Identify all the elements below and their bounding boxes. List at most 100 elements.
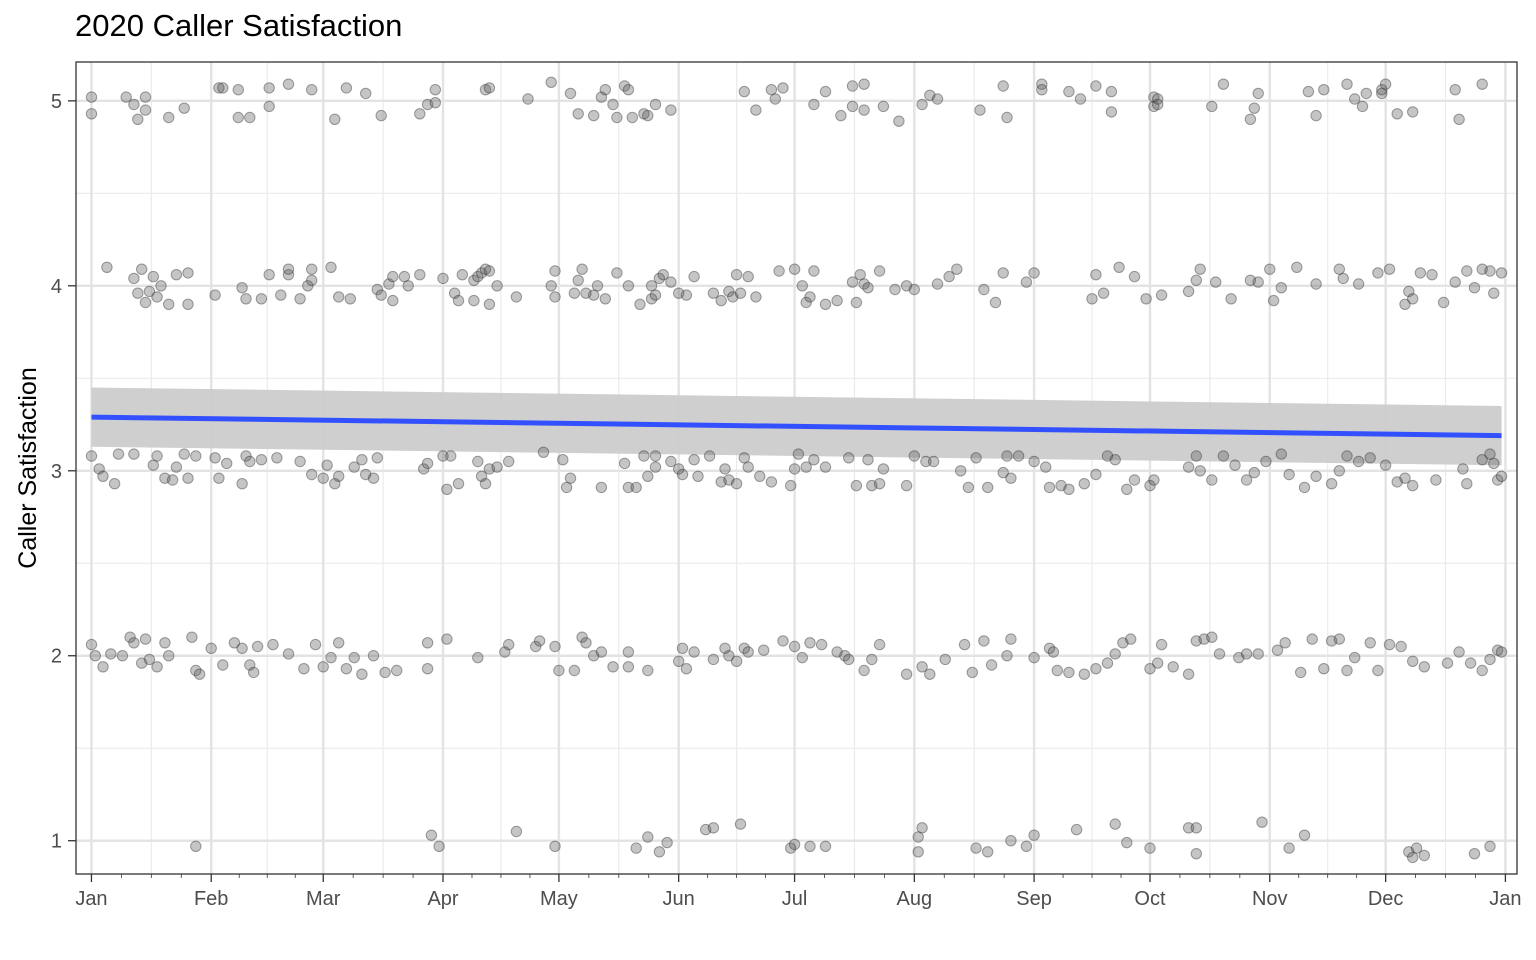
data-point xyxy=(700,823,712,836)
data-point xyxy=(263,82,275,94)
data-point xyxy=(788,263,801,275)
data-point xyxy=(1410,842,1423,854)
x-axis: Jan Feb Mar Apr May Jun Jul Aug Sep Oct Nov Dec Jan xyxy=(75,874,1522,910)
x-tick-label: Apr xyxy=(427,888,458,910)
data-point xyxy=(1206,631,1218,643)
data-point xyxy=(479,263,492,275)
data-point xyxy=(479,84,492,96)
data-point xyxy=(472,651,484,664)
data-point xyxy=(1117,637,1129,649)
data-point xyxy=(182,298,194,310)
data-point xyxy=(375,109,387,122)
data-point xyxy=(452,294,465,307)
data-point xyxy=(93,463,105,475)
data-point xyxy=(1484,840,1496,852)
data-point xyxy=(475,267,488,279)
data-point xyxy=(924,89,936,102)
data-point xyxy=(333,470,345,482)
data-point xyxy=(321,459,333,471)
data-point xyxy=(120,91,132,103)
data-point xyxy=(642,109,654,122)
data-point xyxy=(1190,274,1203,286)
data-point xyxy=(1028,455,1040,468)
data-point xyxy=(638,450,650,462)
data-point xyxy=(1109,454,1121,466)
data-point xyxy=(1333,633,1346,645)
data-point xyxy=(785,479,797,492)
data-point xyxy=(588,289,600,301)
data-point xyxy=(1063,666,1075,679)
data-point xyxy=(418,463,430,475)
data-point xyxy=(1418,661,1431,673)
data-point xyxy=(877,100,890,113)
data-point xyxy=(1325,635,1338,647)
data-point xyxy=(85,450,98,462)
data-point xyxy=(1333,465,1346,477)
data-point xyxy=(626,111,638,124)
data-point xyxy=(719,463,731,475)
data-point xyxy=(510,291,523,303)
data-point xyxy=(1403,285,1415,298)
data-point xyxy=(607,661,619,673)
data-point xyxy=(1464,657,1477,669)
data-point xyxy=(472,270,484,283)
data-point xyxy=(244,659,256,671)
data-point xyxy=(166,474,179,486)
data-point xyxy=(1182,668,1195,680)
data-point xyxy=(1090,468,1102,481)
data-point xyxy=(1128,270,1141,283)
data-point xyxy=(213,472,225,484)
data-point xyxy=(1028,267,1040,279)
data-point xyxy=(580,637,592,649)
data-point xyxy=(549,840,561,852)
data-point xyxy=(1028,829,1040,841)
data-point xyxy=(1155,638,1168,651)
data-point xyxy=(839,650,851,662)
data-point xyxy=(572,274,584,286)
data-point xyxy=(1457,463,1469,475)
data-point xyxy=(1233,651,1245,664)
data-point xyxy=(553,664,565,677)
data-point xyxy=(1140,293,1152,305)
data-point xyxy=(1217,450,1230,462)
data-point xyxy=(1310,109,1322,122)
data-point xyxy=(873,638,886,651)
data-point xyxy=(1403,846,1415,858)
data-point xyxy=(1341,78,1353,90)
data-point xyxy=(147,270,160,283)
data-point xyxy=(1020,276,1033,288)
data-point xyxy=(804,637,816,649)
data-point xyxy=(777,635,789,647)
data-point xyxy=(989,296,1002,309)
data-point xyxy=(916,822,928,834)
data-point xyxy=(178,102,190,114)
y-tick-label: 5 xyxy=(51,91,62,113)
data-point xyxy=(306,84,318,96)
data-point xyxy=(503,638,515,651)
data-point xyxy=(645,280,658,292)
data-point xyxy=(815,638,828,651)
data-point xyxy=(982,481,994,494)
data-point xyxy=(978,283,990,296)
data-point xyxy=(1101,657,1114,669)
data-point xyxy=(236,642,248,654)
data-point xyxy=(132,287,144,299)
data-point xyxy=(190,664,202,677)
data-point xyxy=(1005,633,1017,645)
data-point xyxy=(738,85,750,98)
data-point xyxy=(734,818,747,830)
data-point xyxy=(1051,664,1064,677)
data-point xyxy=(831,294,843,307)
data-point xyxy=(846,276,859,288)
data-point xyxy=(1449,276,1461,288)
data-point xyxy=(255,293,268,305)
y-tick-label: 4 xyxy=(51,276,62,298)
data-point xyxy=(676,468,689,481)
data-point xyxy=(649,289,662,301)
data-point xyxy=(916,661,928,673)
data-point xyxy=(1476,454,1488,466)
data-point xyxy=(622,84,635,96)
data-point xyxy=(564,472,577,484)
data-point xyxy=(951,263,963,275)
x-tick-label: Oct xyxy=(1134,888,1166,910)
